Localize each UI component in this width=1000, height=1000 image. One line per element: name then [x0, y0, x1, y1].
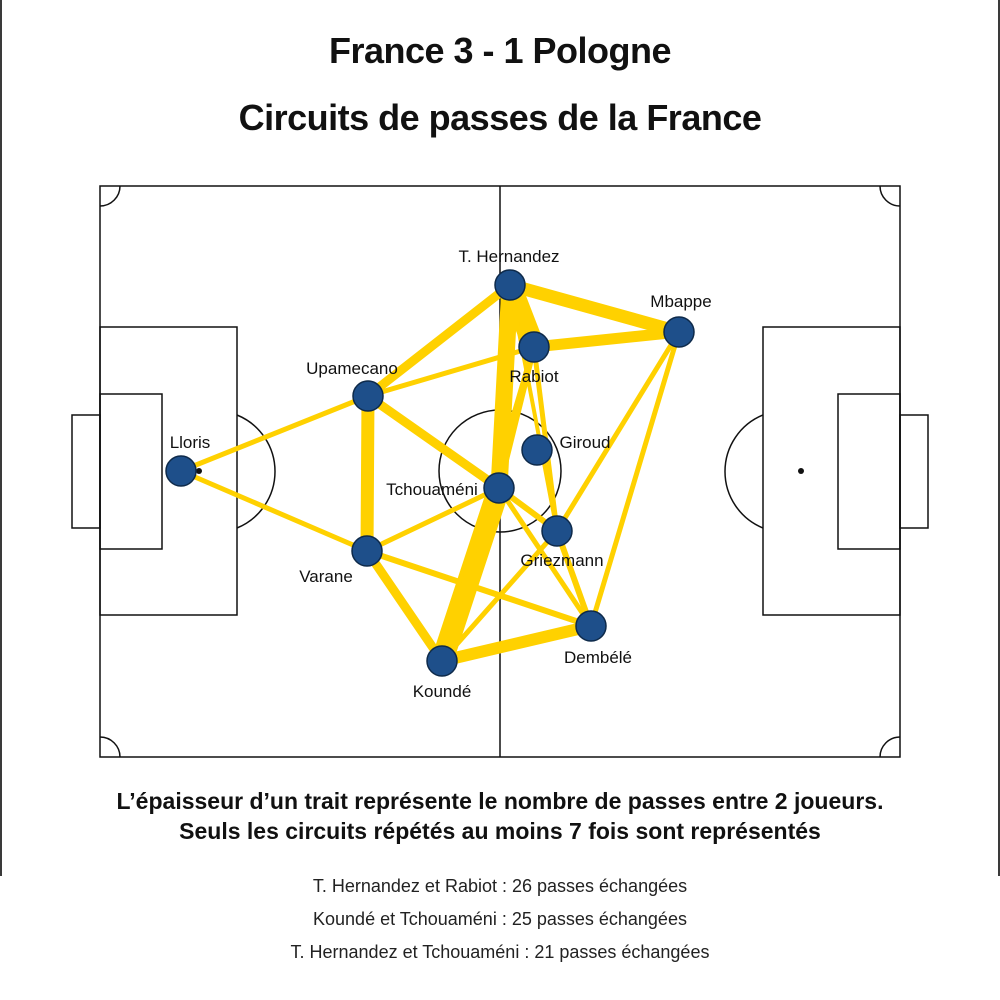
- player-nodes: [165, 269, 695, 677]
- pass-link-griezmann-mbappe: [554, 329, 682, 534]
- player-label-lloris: Lloris: [170, 433, 211, 452]
- player-node-hernandez: [494, 269, 526, 301]
- left-penalty-arc: [236, 414, 276, 529]
- player-node-griezmann: [541, 515, 573, 547]
- player-label-rabiot: Rabiot: [509, 367, 558, 386]
- pass-link-upamecano-hernandez: [363, 280, 515, 401]
- corner-arc-bottom-left: [99, 736, 121, 758]
- pass-link-lloris-varane: [178, 468, 370, 554]
- right-frame-line: [998, 0, 1000, 876]
- player-node-rabiot: [518, 331, 550, 363]
- player-label-varane: Varane: [299, 567, 353, 586]
- pass-link-varane-tchouameni: [364, 485, 502, 554]
- explanation-line-2: Seuls les circuits répétés au moins 7 fo…: [179, 818, 821, 844]
- pass-link-upamecano-tchouameni: [363, 391, 504, 493]
- pass-links: [178, 274, 686, 672]
- pass-link-kounde-dembele: [436, 620, 597, 667]
- player-label-mbappe: Mbappe: [650, 292, 711, 311]
- corner-arc-bottom-right: [879, 736, 901, 758]
- right-goal: [899, 414, 929, 529]
- right-penalty-arc: [724, 414, 764, 529]
- left-goal-area: [99, 393, 163, 550]
- player-label-hernandez: T. Hernandez: [458, 247, 559, 266]
- right-penalty-spot: [798, 468, 804, 474]
- player-node-mbappe: [663, 316, 695, 348]
- player-node-lloris: [165, 455, 197, 487]
- pass-link-upamecano-varane: [360, 389, 375, 558]
- pass-link-griezmann-dembele: [554, 528, 594, 629]
- pass-link-kounde-griezmann: [439, 528, 560, 664]
- player-node-dembele: [575, 610, 607, 642]
- top-pair-stat-1: T. Hernandez et Rabiot : 26 passes échan…: [312, 876, 688, 896]
- chart-title: France 3 - 1 Pologne: [328, 30, 672, 71]
- pass-link-rabiot-mbappe: [528, 326, 685, 353]
- pass-link-lloris-upamecano: [178, 393, 371, 474]
- player-labels: Lloris Upamecano Varane Koundé T. Hernandez R…: [170, 247, 712, 701]
- pass-link-hernandez-tchouameni: [490, 276, 519, 497]
- player-label-kounde: Koundé: [413, 682, 472, 701]
- corner-arc-top-left: [99, 185, 121, 207]
- top-pair-stat-3: T. Hernandez et Tchouaméni : 21 passes é…: [290, 942, 710, 962]
- corner-arc-top-right: [879, 185, 901, 207]
- pass-link-hernandez-mbappe: [503, 278, 686, 339]
- player-node-kounde: [426, 645, 458, 677]
- player-node-giroud: [521, 434, 553, 466]
- player-node-tchouameni: [483, 472, 515, 504]
- left-penalty-spot: [196, 468, 202, 474]
- player-label-upamecano: Upamecano: [306, 359, 398, 378]
- player-label-tchouameni: Tchouaméni: [386, 480, 478, 499]
- player-label-griezmann: Griezmann: [520, 551, 603, 570]
- left-frame-line: [0, 0, 2, 876]
- explanation-line-1: L’épaisseur d’un trait représente le nom…: [116, 788, 884, 814]
- left-goal: [71, 414, 101, 529]
- pass-link-varane-kounde: [362, 546, 447, 666]
- top-pair-stat-2: Koundé et Tchouaméni : 25 passes échangé…: [313, 909, 687, 929]
- chart-subtitle: Circuits de passes de la France: [238, 97, 762, 138]
- player-node-varane: [351, 535, 383, 567]
- pass-link-hernandez-griezmann: [508, 283, 559, 533]
- player-node-upamecano: [352, 380, 384, 412]
- pass-link-varane-dembele: [364, 548, 594, 629]
- right-penalty-area: [762, 326, 901, 616]
- player-label-giroud: Giroud: [559, 433, 610, 452]
- pass-link-mbappe-dembele: [588, 329, 682, 629]
- player-label-dembele: Dembélé: [564, 648, 632, 667]
- right-goal-area: [837, 393, 901, 550]
- pass-link-tchouameni-dembele: [496, 485, 594, 629]
